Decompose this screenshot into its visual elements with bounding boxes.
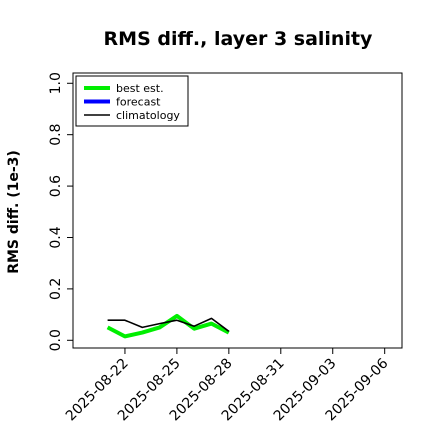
series-line [107,317,230,332]
legend-entry: best est. [116,82,164,95]
y-tick-label: 0.8 [48,124,64,146]
chart-title: RMS diff., layer 3 salinity [104,28,374,50]
y-tick-label: 0.4 [48,226,64,248]
legend-entry: forecast [116,96,161,109]
y-tick-label: 1.0 [48,72,64,94]
y-tick-label: 0.0 [48,329,64,351]
plot-frame [72,72,403,349]
y-tick-label: 0.2 [48,278,64,300]
legend-entry: climatology [116,109,180,122]
y-axis-label: RMS diff. (1e-3) [6,150,22,274]
y-tick-label: 0.6 [48,175,64,197]
